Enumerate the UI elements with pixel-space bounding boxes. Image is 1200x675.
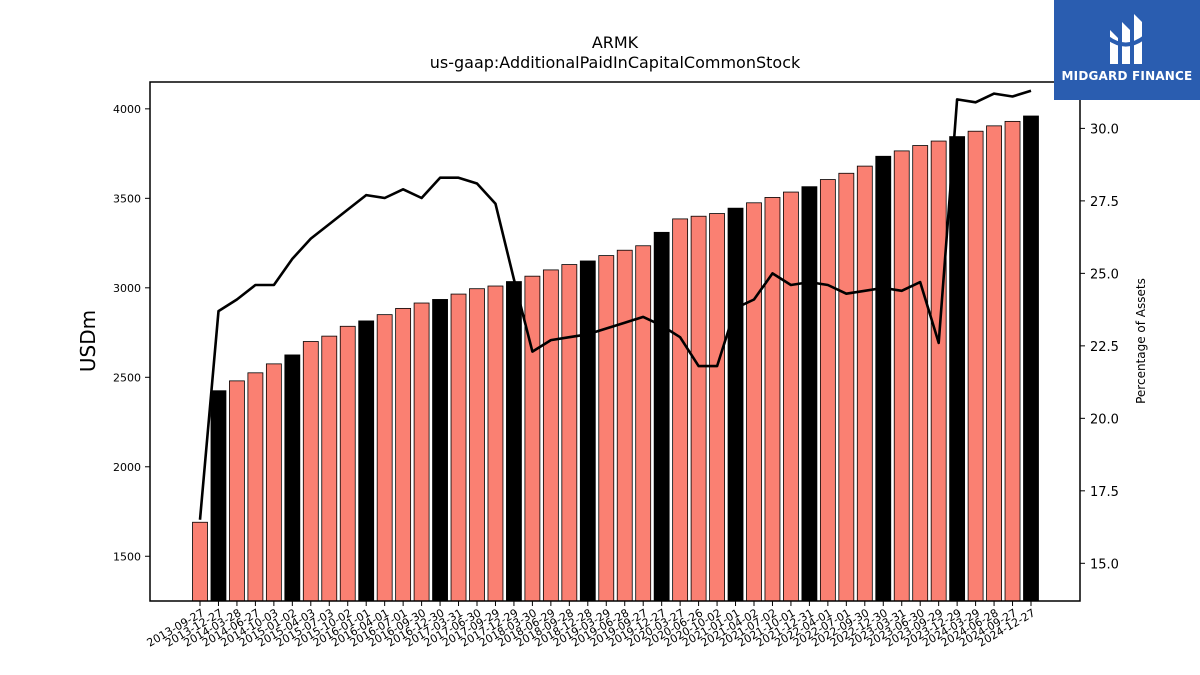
bar xyxy=(856,165,873,602)
y-axis: 1500 2000 2500 3000 3500 4000 xyxy=(113,103,150,563)
bar xyxy=(727,207,744,602)
bar xyxy=(709,213,725,602)
bar xyxy=(284,354,301,602)
bar xyxy=(561,264,578,602)
line-group xyxy=(198,89,1032,520)
y2-tick-label: 22.5 xyxy=(1090,340,1119,355)
bar xyxy=(930,140,947,602)
bar xyxy=(967,130,984,602)
y2-tick-label: 15.0 xyxy=(1090,557,1119,572)
bar xyxy=(247,372,264,602)
bar xyxy=(690,215,707,602)
bar xyxy=(783,191,799,602)
bar xyxy=(542,269,559,602)
y2-tick-label: 27.5 xyxy=(1090,195,1119,210)
bar xyxy=(339,325,356,602)
bar xyxy=(432,299,448,602)
bar xyxy=(1004,120,1021,602)
bar xyxy=(395,307,412,602)
y-tick-label: 2000 xyxy=(113,461,141,474)
bar xyxy=(506,281,522,602)
y2-tick-label: 17.5 xyxy=(1090,485,1119,500)
bars-group xyxy=(192,115,1039,602)
bar xyxy=(487,285,504,602)
bar xyxy=(321,335,338,602)
bar xyxy=(469,288,485,602)
bar xyxy=(912,145,929,602)
bar xyxy=(746,202,762,602)
y-tick-label: 2500 xyxy=(113,371,141,384)
y2-tick-label: 30.0 xyxy=(1090,122,1119,137)
pct-of-assets-line xyxy=(198,89,1032,520)
bar xyxy=(819,179,836,602)
bar xyxy=(579,260,596,602)
x-axis: 2013-09-272013-12-272014-03-282014-06-27… xyxy=(145,601,1038,650)
bar xyxy=(653,231,670,602)
bar xyxy=(413,302,430,602)
brand-name: MIDGARD FINANCE xyxy=(1061,69,1193,83)
y-tick-label: 3500 xyxy=(113,192,141,205)
y-tick-label: 3000 xyxy=(113,282,141,295)
y2-axis: 15.0 17.5 20.0 22.5 25.0 27.5 30.0 xyxy=(1080,122,1119,572)
bar xyxy=(838,172,855,602)
bar xyxy=(598,255,615,602)
bar xyxy=(376,314,393,602)
y2-tick-label: 20.0 xyxy=(1090,412,1119,427)
bar xyxy=(893,150,910,602)
bar xyxy=(801,186,818,602)
bar xyxy=(949,136,966,602)
bar xyxy=(986,125,1002,602)
brand-logo: MIDGARD FINANCE xyxy=(1054,0,1200,100)
bar xyxy=(302,341,319,602)
bar xyxy=(672,218,689,602)
bar xyxy=(265,363,282,602)
bar xyxy=(192,521,208,602)
y-axis-label: USDm xyxy=(76,310,100,372)
bar xyxy=(1023,115,1039,602)
bar xyxy=(524,275,541,602)
bar xyxy=(210,390,227,602)
y-tick-label: 4000 xyxy=(113,103,141,116)
bar xyxy=(875,155,892,602)
y-tick-label: 1500 xyxy=(113,550,141,563)
chart-subtitle: us-gaap:AdditionalPaidInCapitalCommonSto… xyxy=(430,53,801,72)
bar xyxy=(358,320,375,602)
y2-tick-label: 25.0 xyxy=(1090,267,1119,282)
chart-title: ARMK xyxy=(592,33,639,52)
bar xyxy=(764,197,781,602)
plot-frame xyxy=(149,81,1081,602)
y2-axis-label: Percentage of Assets xyxy=(1134,278,1148,404)
bar xyxy=(616,249,633,602)
bar xyxy=(450,293,467,602)
bar xyxy=(229,380,245,602)
bar xyxy=(635,245,652,602)
midgard-logo-icon xyxy=(1106,14,1148,64)
